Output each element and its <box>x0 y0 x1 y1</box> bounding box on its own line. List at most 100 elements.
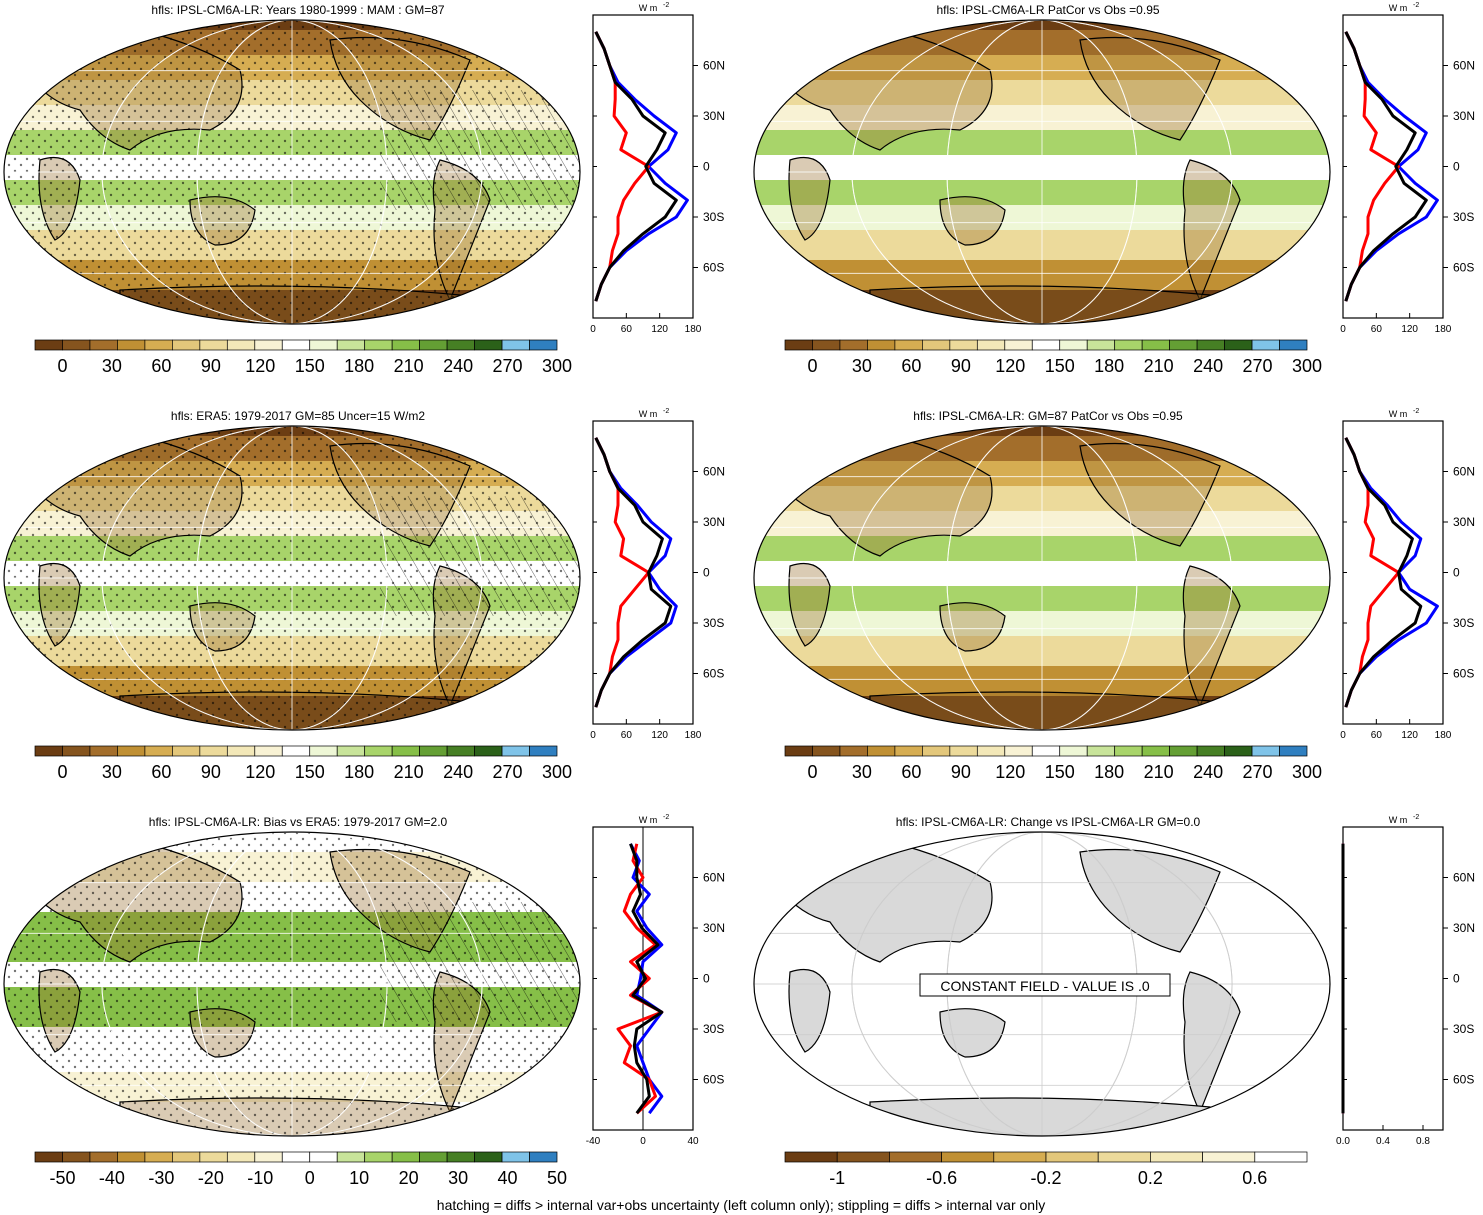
colorbar-swatch <box>784 1151 838 1163</box>
continent-6 <box>869 285 1211 324</box>
continent-4 <box>1079 848 1221 953</box>
colorbar-swatch <box>1097 1151 1151 1163</box>
colorbar-swatch <box>1251 339 1280 351</box>
profile-unit-label: W m <box>639 3 658 13</box>
profile-unit-label: W m <box>1389 3 1408 13</box>
profile-xtick-label: 0.4 <box>1376 1136 1390 1147</box>
panel-title: hfls: IPSL-CM6A-LR: Change vs IPSL-CM6A-… <box>896 815 1201 829</box>
continent-6 <box>869 691 1211 730</box>
panel-4: hfls: IPSL-CM6A-LR: GM=87 PatCor vs Obs … <box>753 408 1475 782</box>
lon-gridline <box>851 832 1233 1136</box>
profile-ytick-label: 30S <box>1453 616 1474 630</box>
colorbar-label: 10 <box>349 1168 369 1188</box>
profile-ytick-label: 0 <box>703 566 710 580</box>
profile-xtick-label: 120 <box>651 730 668 741</box>
profile-line-obs <box>629 843 664 1115</box>
colorbar-swatch <box>62 339 91 351</box>
constant-field-text: CONSTANT FIELD - VALUE IS .0 <box>940 978 1149 994</box>
profile-ytick-label: 60N <box>703 465 725 479</box>
colorbar-swatch <box>812 339 841 351</box>
map-field <box>754 832 1330 1136</box>
colorbar-label: 120 <box>245 356 275 376</box>
colorbar-swatch <box>993 1151 1047 1163</box>
profile-unit-label: W m <box>1389 815 1408 825</box>
colorbar-swatch <box>922 745 951 757</box>
colorbar-swatch <box>1279 745 1308 757</box>
colorbar-swatch <box>1196 339 1225 351</box>
map-band-8 <box>754 586 1330 611</box>
colorbar-swatch <box>529 1151 558 1163</box>
profile-ytick-label: 30N <box>703 515 725 529</box>
zonal-profile: W m -2 0 60 120 180 60N 30N 0 30S 60S <box>590 2 725 335</box>
colorbar-swatch <box>62 1151 91 1163</box>
colorbar-swatch <box>976 745 1006 757</box>
map-band-11 <box>754 260 1330 290</box>
colorbar-swatch <box>391 339 420 351</box>
profile-ytick-label: 0 <box>1453 972 1460 986</box>
colorbar-label: 60 <box>151 762 171 782</box>
profile-ytick-label: 30N <box>1453 109 1475 123</box>
panel-title: hfls: ERA5: 1979-2017 GM=85 Uncer=15 W/m… <box>171 409 425 423</box>
profile-xtick-label: 60 <box>621 324 633 335</box>
profile-line-model <box>616 843 664 1115</box>
lon-gridline <box>196 20 388 324</box>
profile-xtick-label: 60 <box>1371 324 1383 335</box>
profile-line-ref <box>594 437 673 708</box>
colorbar-label: 30 <box>448 1168 468 1188</box>
map-outline <box>3 19 581 325</box>
continent-2 <box>788 156 831 241</box>
colorbar-swatch <box>1114 745 1143 757</box>
colorbar-swatch <box>784 745 813 757</box>
colorbar-label: 270 <box>1243 762 1273 782</box>
colorbar-label: 90 <box>201 762 221 782</box>
profile-xtick-label: -40 <box>586 1136 601 1147</box>
colorbar-swatch <box>144 745 173 757</box>
constant-field-box <box>919 973 1171 997</box>
profile-ytick-label: 60N <box>703 59 725 73</box>
profile-unit-exponent: -2 <box>663 2 669 9</box>
panel-title: hfls: IPSL-CM6A-LR PatCor vs Obs =0.95 <box>936 3 1159 17</box>
map-field <box>4 426 580 730</box>
colorbar-label: 150 <box>1045 356 1075 376</box>
colorbar-swatch <box>1202 1151 1256 1163</box>
colorbar-swatch <box>391 1151 420 1163</box>
colorbar-swatch <box>364 1151 393 1163</box>
colorbar-label: 30 <box>102 356 122 376</box>
profile-xtick-label: 60 <box>621 730 633 741</box>
profile-unit-label: W m <box>1389 409 1408 419</box>
colorbar-label: 270 <box>1243 356 1273 376</box>
map-band-11 <box>754 666 1330 696</box>
colorbar-swatch <box>1141 745 1170 757</box>
colorbar-swatch <box>144 339 173 351</box>
colorbar-label: 240 <box>1193 356 1223 376</box>
profile-unit-exponent: -2 <box>1413 814 1419 821</box>
colorbar-swatch <box>1224 339 1253 351</box>
colorbar-label: 0.6 <box>1242 1168 1267 1188</box>
profile-xtick-label: 0 <box>590 730 596 741</box>
colorbar-swatch <box>1059 745 1088 757</box>
lon-gridline <box>946 426 1138 730</box>
colorbar-swatch <box>62 745 91 757</box>
colorbar-swatch <box>836 1151 890 1163</box>
colorbar-label: 300 <box>1292 356 1322 376</box>
profile-ytick-label: 30N <box>703 109 725 123</box>
map-band-2 <box>754 30 1330 55</box>
lon-gridline <box>101 20 483 324</box>
colorbar-swatch <box>1141 339 1170 351</box>
profile-xtick-label: 180 <box>685 730 702 741</box>
profile-ytick-label: 60S <box>703 261 724 275</box>
profile-unit-exponent: -2 <box>1413 2 1419 9</box>
colorbar-label: 90 <box>951 356 971 376</box>
colorbar-swatch <box>419 339 448 351</box>
profile-xtick-label: 0.8 <box>1416 1136 1430 1147</box>
profile-ytick-label: 30S <box>703 616 724 630</box>
colorbar-label: 30 <box>852 356 872 376</box>
continent-6 <box>869 1097 1211 1136</box>
colorbar-label: 0 <box>305 1168 315 1188</box>
colorbar-swatch <box>254 339 283 351</box>
profile-ytick-label: 0 <box>703 160 710 174</box>
panel-5: hfls: IPSL-CM6A-LR: Bias vs ERA5: 1979-2… <box>3 814 725 1188</box>
colorbar-swatch <box>949 339 978 351</box>
colorbar-label: 120 <box>995 356 1025 376</box>
colorbar-swatch <box>419 745 448 757</box>
